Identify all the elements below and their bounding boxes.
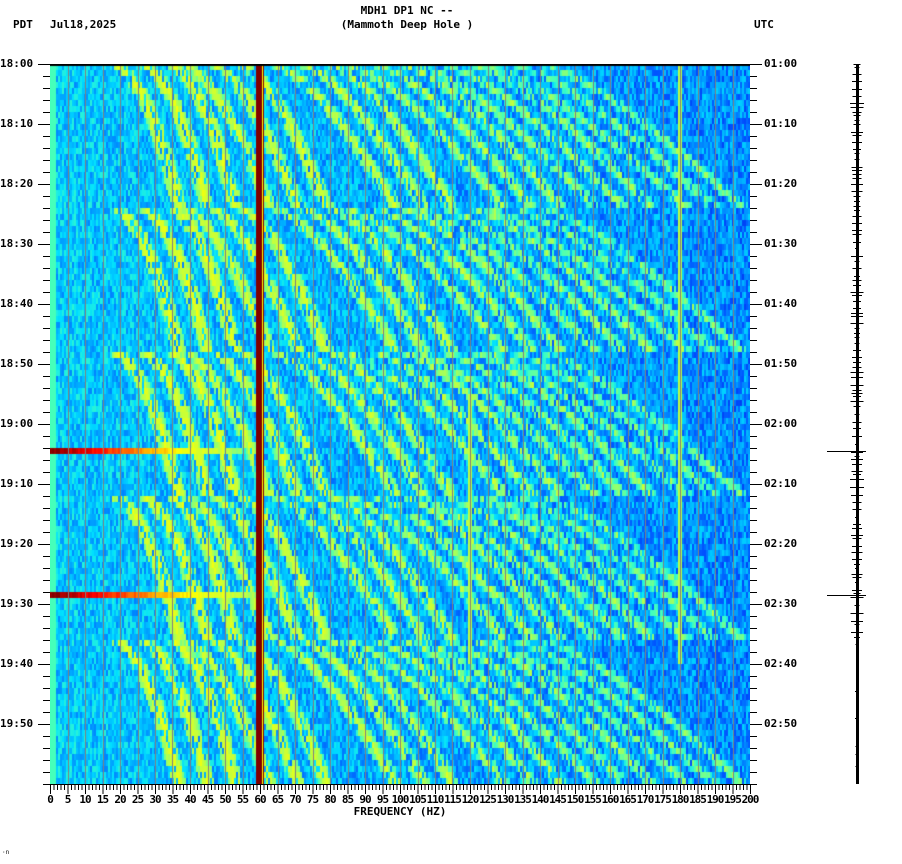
x-tick-label: 180: [671, 793, 690, 806]
x-tick-label: 140: [531, 793, 550, 806]
x-tick-label: 115: [444, 793, 462, 806]
station-title: MDH1 DP1 NC --: [360, 4, 454, 17]
right-timezone-label: UTC: [754, 18, 774, 31]
y-tick-label-right: 01:50: [764, 357, 798, 370]
x-tick-label: 130: [496, 793, 515, 806]
y-tick-label-right: 01:40: [764, 297, 798, 310]
x-tick-label: 95: [376, 793, 389, 806]
y-tick-label-left: 19:00: [0, 417, 34, 430]
x-tick-label: 175: [654, 793, 672, 806]
y-tick-label-right: 01:10: [764, 117, 798, 130]
y-tick-label-left: 18:20: [0, 177, 34, 190]
y-tick-label-left: 18:00: [0, 57, 34, 70]
y-tick-label-right: 01:30: [764, 237, 798, 250]
y-tick-label-right: 02:40: [764, 657, 798, 670]
x-tick-label: 10: [79, 793, 91, 806]
x-tick-label: 20: [114, 793, 126, 806]
x-tick-label: 55: [236, 793, 249, 806]
x-tick-label: 80: [324, 793, 336, 806]
x-tick-label: 160: [601, 793, 620, 806]
x-tick-label: 45: [201, 793, 214, 806]
corner-mark: ·n: [2, 849, 10, 856]
x-tick-label: 85: [341, 793, 354, 806]
spectrogram-plot: [50, 64, 750, 784]
x-tick-label: 70: [289, 793, 301, 806]
x-tick-label: 125: [479, 793, 497, 806]
x-tick-label: 155: [584, 793, 602, 806]
x-tick-label: 15: [96, 793, 109, 806]
x-tick-label: 100: [391, 793, 410, 806]
x-tick-label: 200: [741, 793, 760, 806]
x-tick-label: 0: [47, 793, 54, 806]
x-tick-label: 60: [254, 793, 266, 806]
y-tick-label-left: 19:40: [0, 657, 34, 670]
x-axis-title: FREQUENCY (HZ): [353, 805, 447, 818]
x-tick-label: 40: [184, 793, 196, 806]
x-tick-label: 25: [131, 793, 144, 806]
x-tick-label: 150: [566, 793, 585, 806]
y-tick-label-right: 02:00: [764, 417, 798, 430]
x-tick-label: 30: [149, 793, 161, 806]
y-tick-label-left: 19:50: [0, 717, 34, 730]
x-tick-label: 190: [706, 793, 725, 806]
x-tick-label: 135: [514, 793, 532, 806]
y-tick-label-right: 02:20: [764, 537, 798, 550]
x-tick-label: 185: [689, 793, 707, 806]
x-tick-label: 50: [219, 793, 231, 806]
x-tick-label: 90: [359, 793, 371, 806]
x-tick-label: 145: [549, 793, 567, 806]
x-tick-label: 165: [619, 793, 637, 806]
x-tick-label: 65: [271, 793, 284, 806]
x-tick-label: 120: [461, 793, 480, 806]
y-tick-label-left: 19:20: [0, 537, 34, 550]
x-tick-label: 35: [166, 793, 179, 806]
station-name: (Mammoth Deep Hole ): [340, 18, 474, 31]
y-tick-label-right: 01:20: [764, 177, 798, 190]
x-tick-label: 105: [409, 793, 427, 806]
y-tick-label-left: 18:30: [0, 237, 34, 250]
x-tick-label: 195: [724, 793, 742, 806]
y-tick-label-right: 01:00: [764, 57, 798, 70]
y-tick-label-right: 02:50: [764, 717, 798, 730]
x-tick-label: 170: [636, 793, 655, 806]
y-tick-label-left: 18:10: [0, 117, 34, 130]
y-tick-label-left: 19:10: [0, 477, 34, 490]
x-tick-label: 110: [426, 793, 445, 806]
y-tick-label-left: 18:40: [0, 297, 34, 310]
y-tick-label-left: 19:30: [0, 597, 34, 610]
y-tick-label-left: 18:50: [0, 357, 34, 370]
y-tick-label-right: 02:10: [764, 477, 798, 490]
date-label: Jul18,2025: [50, 18, 117, 31]
x-tick-label: 75: [306, 793, 319, 806]
left-timezone-label: PDT: [13, 18, 33, 31]
y-tick-label-right: 02:30: [764, 597, 798, 610]
x-tick-label: 5: [64, 793, 72, 806]
